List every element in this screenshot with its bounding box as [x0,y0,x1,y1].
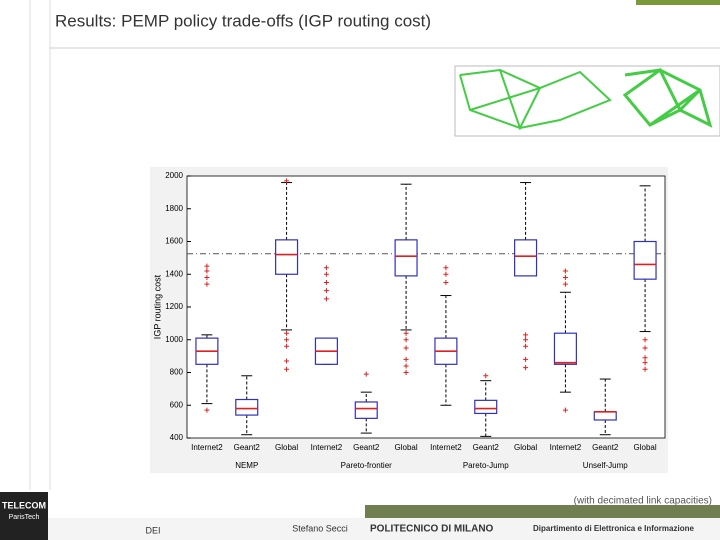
outlier [642,337,648,343]
x-tick-label: Geant2 [473,443,500,452]
logo-left [0,492,48,540]
outlier [523,332,529,338]
outlier [323,271,329,277]
outlier [323,288,329,294]
outlier [443,271,449,277]
outlier [443,279,449,285]
outlier [562,407,568,413]
outlier [284,337,290,343]
outlier [403,370,409,375]
outlier [523,337,529,343]
box [394,239,418,277]
outlier [204,407,210,413]
y-tick-label: 1600 [165,237,183,246]
footer-bar [0,518,720,540]
outlier [523,356,529,362]
outlier [363,371,369,377]
outlier [403,363,409,369]
x-tick-label: Geant2 [592,443,619,452]
outlier [523,343,529,349]
box [593,411,617,421]
footer-author: Stefano Secci [292,523,348,533]
group-label: Unself-Jump [583,461,628,470]
x-tick-label: Global [634,443,657,452]
note: (with decimated link capacities) [574,496,712,507]
outlier [443,265,449,271]
y-tick-label: 1200 [165,302,183,311]
footer-department: Dipartimento di Elettronica e Informazio… [533,524,694,533]
outlier [323,296,329,302]
outlier [323,279,329,285]
x-tick-label: Global [275,443,298,452]
outlier [284,178,290,184]
outlier [284,366,290,372]
slide-title: Results: PEMP policy trade-offs (IGP rou… [55,11,431,30]
plot-area [186,175,666,439]
outlier [284,358,290,364]
outlier [403,345,409,351]
footer-accent [365,505,720,518]
box [553,332,577,365]
x-tick-label: Internet2 [430,443,462,452]
outlier [204,268,210,274]
outlier [403,356,409,362]
outlier [284,330,290,336]
y-tick-label: 1400 [165,269,183,278]
outlier [323,265,329,271]
x-tick-label: Internet2 [191,443,223,452]
outlier [562,268,568,274]
outlier [642,360,648,366]
outlier [284,343,290,349]
x-tick-label: Global [514,443,537,452]
y-tick-label: 1800 [165,204,183,213]
box [275,239,299,275]
footer-left: DEI [145,525,160,535]
outlier [204,275,210,281]
group-label: Pareto-Jump [463,461,509,470]
outlier [483,373,489,379]
outlier [204,263,210,269]
chart: 400 600 800 1000 1200 1400 1600 1800 2000 IGP rou… [152,171,665,470]
box [474,399,498,415]
outlier [204,281,210,287]
group-label: Pareto-frontier [341,461,392,470]
y-tick-label: 800 [170,368,184,377]
y-tick-label: 400 [170,433,184,442]
footer-university: POLITECNICO DI MILANO [370,524,494,535]
outlier [562,275,568,281]
group-label: NEMP [235,461,258,470]
x-tick-label: Internet2 [550,443,582,452]
outlier [642,366,648,372]
box [354,401,378,419]
outlier [403,330,409,336]
outlier [403,337,409,343]
x-tick-label: Geant2 [234,443,261,452]
x-tick-label: Internet2 [311,443,343,452]
outlier [642,355,648,361]
box [514,239,538,277]
outlier [562,281,568,287]
y-tick-label: 1000 [165,335,183,344]
logo-text: ParisTech [9,514,40,521]
box [235,398,259,416]
outlier [642,345,648,351]
network-diagram [454,65,720,137]
y-tick-label: 600 [170,400,184,409]
corner-accent [636,0,720,5]
y-axis-label: IGP routing cost [152,274,162,339]
outlier [523,365,529,371]
y-tick-label: 2000 [165,171,183,180]
box [633,240,657,280]
x-tick-label: Geant2 [353,443,380,452]
logo-text: TELECOM [2,500,46,510]
x-tick-label: Global [395,443,418,452]
